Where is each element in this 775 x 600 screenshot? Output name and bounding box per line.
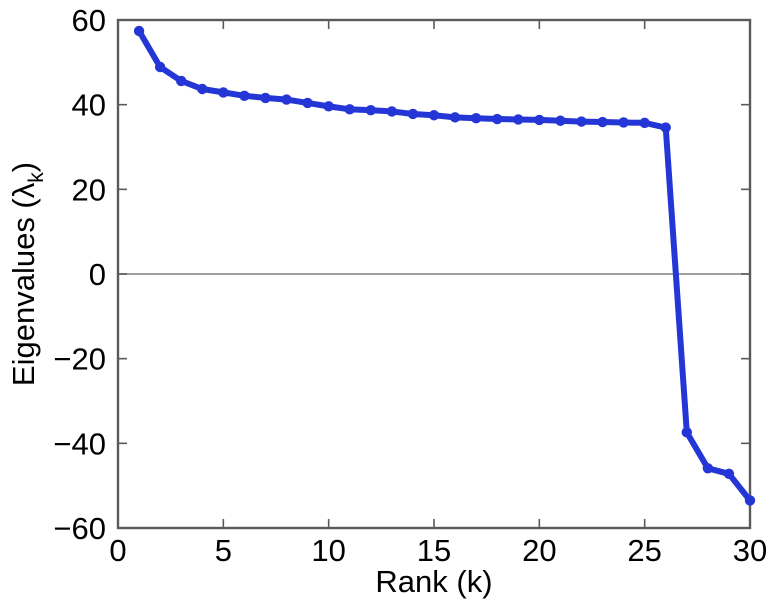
eigenvalue-data-markers	[133, 25, 756, 506]
x-axis-tick-labels: 0 5 10 15 20 25 30	[109, 533, 767, 568]
x-tick-label: 15	[417, 533, 451, 568]
data-point-marker	[407, 108, 419, 120]
data-point-marker	[428, 110, 440, 121]
data-point-marker	[386, 106, 398, 117]
data-point-marker	[744, 495, 756, 506]
x-axis-ticks	[222, 20, 646, 528]
data-point-marker	[723, 468, 735, 480]
data-point-marker	[260, 92, 271, 104]
data-point-marker	[618, 117, 629, 128]
data-point-marker	[534, 114, 545, 126]
y-tick-label: 40	[72, 88, 106, 123]
data-point-marker	[281, 94, 292, 105]
y-tick-label: 20	[72, 172, 106, 207]
y-axis-title-base: Eigenvalues (λ	[6, 182, 41, 386]
data-point-marker	[660, 122, 671, 133]
x-tick-label: 10	[311, 533, 345, 568]
y-axis-ticks	[118, 103, 750, 445]
data-point-marker	[702, 463, 714, 474]
y-tick-label: −20	[53, 342, 106, 377]
data-point-marker	[492, 113, 503, 125]
data-point-marker	[344, 104, 355, 115]
y-tick-label: 60	[72, 3, 106, 38]
data-point-marker	[597, 116, 608, 128]
data-point-marker	[239, 90, 250, 101]
data-point-marker	[302, 97, 313, 109]
x-tick-label: 25	[627, 533, 661, 568]
data-point-marker	[218, 87, 229, 98]
x-tick-label: 5	[215, 533, 232, 568]
svg-text:Eigenvalues (λk): Eigenvalues (λk)	[6, 162, 48, 386]
y-axis-title-suffix: )	[6, 162, 41, 172]
data-point-marker	[133, 25, 145, 37]
data-point-marker	[323, 101, 334, 112]
data-point-marker	[639, 117, 650, 129]
x-axis-title: Rank (k)	[375, 564, 492, 599]
data-point-marker	[576, 116, 587, 127]
data-point-marker	[513, 114, 524, 125]
data-point-marker	[365, 104, 376, 116]
data-point-marker	[470, 113, 482, 124]
data-point-marker	[555, 115, 566, 126]
data-point-marker	[197, 83, 208, 95]
data-point-marker	[154, 61, 166, 73]
data-point-marker	[681, 427, 692, 438]
y-axis-title: Eigenvalues (λk)	[6, 162, 48, 386]
y-axis-tick-labels: −60 −40 −20 0 20 40 60	[53, 3, 106, 546]
y-axis-title-subscript: k	[25, 172, 48, 183]
y-tick-label: −60	[53, 511, 106, 546]
y-tick-label: −40	[53, 426, 106, 461]
data-point-marker	[449, 112, 461, 123]
x-tick-label: 20	[522, 533, 556, 568]
x-tick-label: 30	[733, 533, 767, 568]
x-tick-label: 0	[109, 533, 126, 568]
y-tick-label: 0	[89, 257, 106, 292]
data-point-marker	[176, 75, 187, 87]
